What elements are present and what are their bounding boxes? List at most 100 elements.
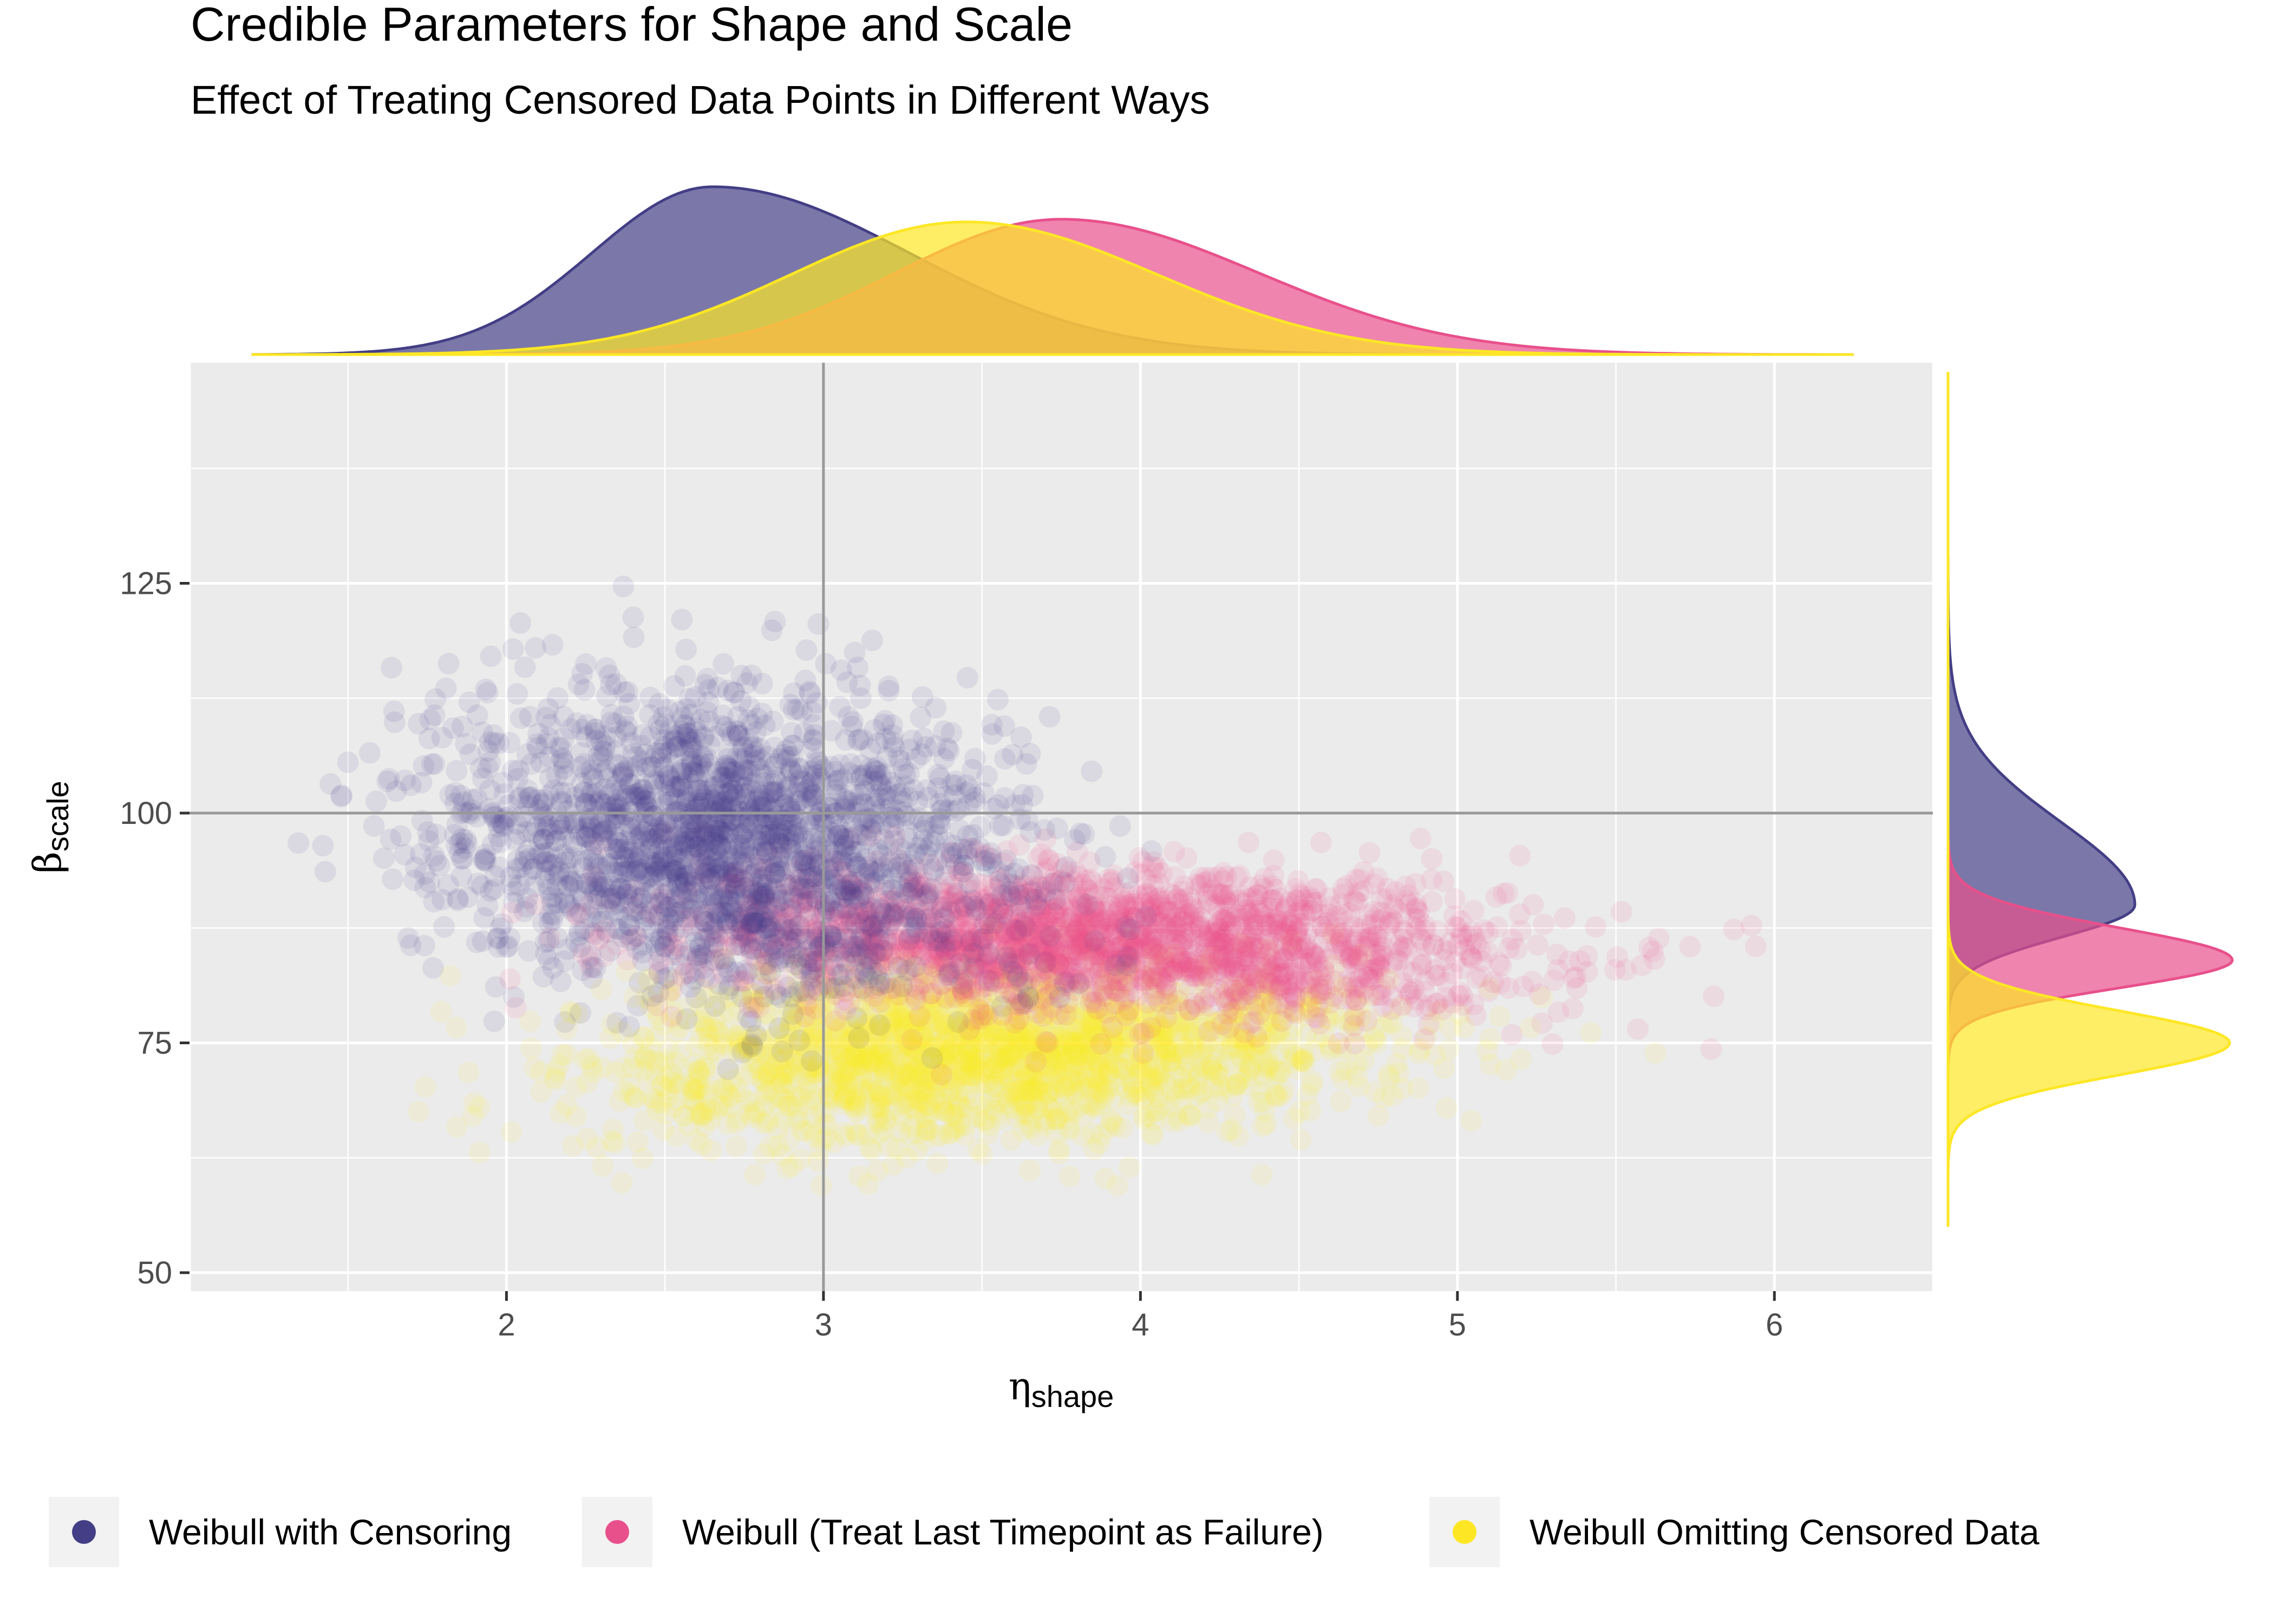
- scatter-point: [1606, 946, 1628, 968]
- scatter-point: [689, 1027, 711, 1050]
- scatter-point: [1268, 1020, 1290, 1042]
- scatter-point: [864, 1024, 886, 1046]
- scatter-point: [931, 975, 953, 998]
- scatter-point: [1485, 886, 1507, 908]
- scatter-point: [1037, 1041, 1059, 1063]
- scatter-point: [1172, 1010, 1194, 1032]
- scatter-point: [1087, 1011, 1109, 1033]
- scatter-point: [1003, 1023, 1025, 1045]
- scatter-point: [1005, 1054, 1027, 1076]
- scatter-point: [1217, 1019, 1239, 1041]
- scatter-point: [1433, 870, 1455, 893]
- scatter-point: [1053, 1034, 1075, 1056]
- scatter-point: [1097, 1056, 1119, 1078]
- scatter-point: [830, 1005, 852, 1027]
- scatter-point: [1113, 1058, 1135, 1081]
- scatter-point: [1052, 1052, 1074, 1075]
- scatter-point: [996, 1012, 1018, 1034]
- scatter-point: [854, 1079, 876, 1101]
- scatter-point: [678, 1115, 701, 1137]
- scatter-point: [780, 1095, 802, 1117]
- scatter-point: [860, 1032, 883, 1055]
- scatter-point: [936, 1027, 958, 1050]
- scatter-point: [1134, 1005, 1156, 1026]
- scatter-point: [500, 1121, 522, 1143]
- scatter-point: [989, 1060, 1011, 1083]
- scatter-point: [1028, 1053, 1050, 1075]
- scatter-point: [1142, 980, 1165, 1003]
- scatter-point: [1330, 1038, 1352, 1060]
- scatter-point: [933, 1007, 955, 1029]
- scatter-point: [931, 1098, 953, 1120]
- scatter-point: [1264, 1023, 1286, 1044]
- scatter-point: [837, 1072, 858, 1095]
- scatter-point: [886, 1011, 908, 1033]
- scatter-point: [968, 1072, 990, 1094]
- scatter-point: [1258, 1044, 1280, 1066]
- scatter-point: [1358, 842, 1381, 864]
- scatter-point: [636, 1067, 658, 1089]
- scatter-point: [863, 1005, 885, 1027]
- scatter-point: [932, 1047, 955, 1070]
- scatter-point: [967, 1000, 989, 1022]
- scatter-point: [1377, 1011, 1400, 1033]
- scatter-point: [909, 1091, 931, 1113]
- scatter-point: [760, 1029, 782, 1051]
- scatter-point: [912, 1091, 935, 1113]
- scatter-point: [1227, 1125, 1249, 1147]
- scatter-point: [973, 1004, 995, 1026]
- scatter-point: [918, 1053, 940, 1075]
- scatter-point: [848, 1027, 870, 1049]
- scatter-point: [1050, 1071, 1073, 1093]
- scatter-point: [688, 1060, 710, 1082]
- scatter-point: [945, 1104, 967, 1126]
- scatter-point: [1009, 1056, 1031, 1078]
- scatter-point: [901, 1029, 923, 1051]
- scatter-point: [1273, 1002, 1295, 1024]
- scatter-point: [544, 1066, 566, 1089]
- scatter-point: [864, 1027, 886, 1050]
- scatter-point: [962, 1012, 984, 1034]
- scatter-point: [763, 1045, 786, 1067]
- scatter-point: [891, 1064, 913, 1086]
- scatter-point: [836, 1036, 858, 1058]
- scatter-point: [1088, 1056, 1110, 1078]
- scatter-point: [1167, 1020, 1190, 1043]
- scatter-point: [1176, 1051, 1198, 1073]
- scatter-point: [867, 1081, 890, 1102]
- scatter-point: [1080, 868, 1102, 890]
- scatter-point: [1001, 971, 1023, 993]
- top-density-curve: [251, 220, 1854, 356]
- scatter-point: [866, 1160, 888, 1182]
- scatter-point: [880, 1008, 903, 1030]
- scatter-point: [1155, 1073, 1177, 1095]
- scatter-point: [1267, 1023, 1290, 1045]
- scatter-point: [1088, 1054, 1110, 1076]
- scatter-point: [1391, 1038, 1413, 1060]
- scatter-point: [760, 963, 782, 985]
- scatter-point: [665, 1125, 687, 1147]
- scatter-point: [1089, 1001, 1111, 1023]
- scatter-point: [1094, 1167, 1116, 1189]
- scatter-point: [1216, 1121, 1238, 1143]
- scatter-point: [613, 1079, 635, 1102]
- scatter-point: [669, 1009, 691, 1031]
- scatter-point: [1022, 988, 1044, 1010]
- scatter-point: [917, 1077, 939, 1099]
- scatter-point: [1056, 1101, 1078, 1123]
- top-density-panel: [251, 185, 1854, 356]
- scatter-point: [1245, 1027, 1267, 1050]
- scatter-point: [960, 1055, 983, 1077]
- scatter-point: [890, 1065, 912, 1088]
- scatter-point: [1354, 978, 1376, 1000]
- scatter-point: [1036, 981, 1058, 1003]
- scatter-point: [1422, 1011, 1444, 1033]
- scatter-point: [801, 1034, 823, 1056]
- scatter-panel: [190, 363, 1933, 1291]
- scatter-point: [1041, 1070, 1063, 1092]
- scatter-point: [950, 1019, 972, 1041]
- scatter-point: [957, 1042, 979, 1064]
- scatter-point: [1058, 1031, 1081, 1053]
- scatter-point: [1222, 1084, 1244, 1106]
- scatter-point: [1205, 1040, 1227, 1063]
